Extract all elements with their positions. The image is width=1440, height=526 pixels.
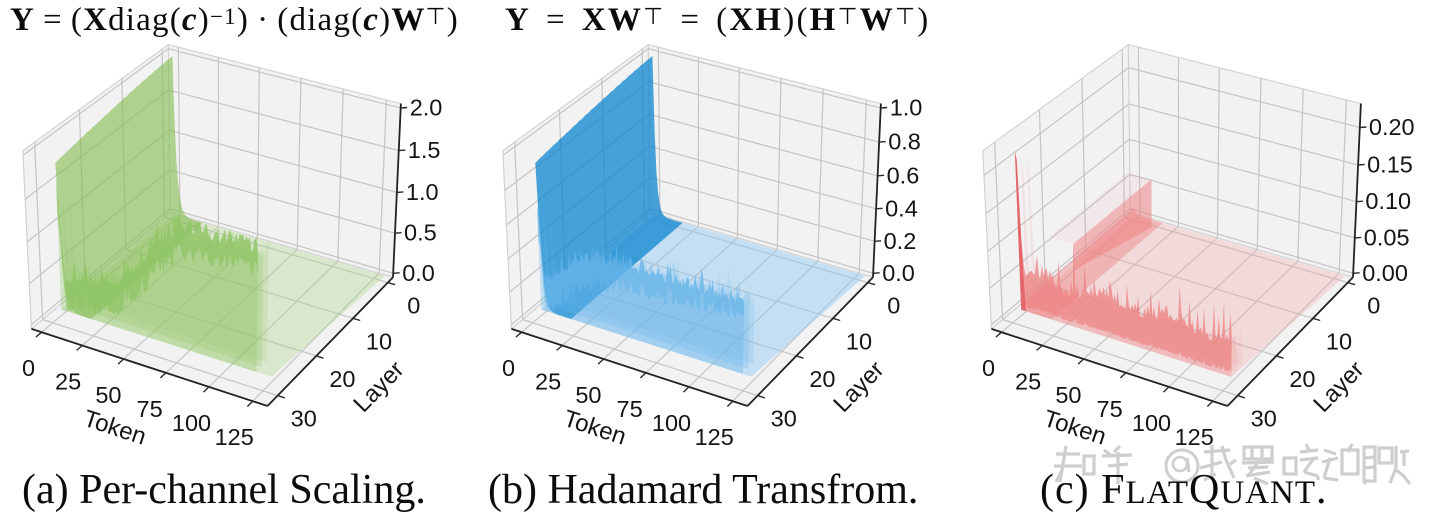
svg-text:0.4: 0.4 [885,195,918,221]
svg-text:20: 20 [1289,366,1315,392]
svg-text:50: 50 [575,382,601,408]
svg-text:30: 30 [771,406,797,432]
svg-text:10: 10 [366,328,392,354]
svg-text:2.0: 2.0 [410,95,443,121]
svg-text:50: 50 [1055,382,1081,408]
svg-text:0.20: 0.20 [1369,114,1415,140]
svg-text:0: 0 [22,355,35,381]
svg-text:25: 25 [55,369,81,395]
svg-text:0.10: 0.10 [1365,188,1411,214]
svg-text:0.0: 0.0 [402,260,435,286]
svg-text:Layer: Layer [1308,356,1369,418]
svg-text:Layer: Layer [828,356,889,418]
svg-text:1.5: 1.5 [408,137,441,163]
svg-text:30: 30 [291,406,317,432]
svg-text:10: 10 [1326,328,1352,354]
svg-text:20: 20 [809,366,835,392]
svg-text:Layer: Layer [348,356,409,418]
svg-text:0.8: 0.8 [888,129,921,155]
svg-text:125: 125 [215,424,254,450]
svg-text:25: 25 [535,369,561,395]
svg-text:75: 75 [617,396,643,422]
svg-text:75: 75 [137,396,163,422]
svg-text:0: 0 [407,293,420,319]
svg-text:30: 30 [1251,406,1277,432]
svg-text:0: 0 [887,293,900,319]
svg-text:75: 75 [1097,396,1123,422]
svg-text:125: 125 [1175,424,1214,450]
svg-text:0.15: 0.15 [1367,152,1413,178]
svg-text:1.0: 1.0 [890,95,923,121]
svg-text:0: 0 [502,355,515,381]
svg-text:100: 100 [1132,410,1171,436]
svg-text:125: 125 [695,424,734,450]
svg-text:0.5: 0.5 [404,220,437,246]
svg-text:20: 20 [329,366,355,392]
svg-text:0: 0 [982,355,995,381]
svg-text:10: 10 [846,328,872,354]
svg-text:0.2: 0.2 [884,228,917,254]
svg-text:1.0: 1.0 [406,179,439,205]
svg-text:50: 50 [95,382,121,408]
svg-text:0.05: 0.05 [1364,224,1410,250]
svg-text:100: 100 [172,410,211,436]
svg-text:0.0: 0.0 [882,260,915,286]
svg-text:25: 25 [1015,369,1041,395]
svg-text:0.00: 0.00 [1362,260,1408,286]
svg-text:100: 100 [652,410,691,436]
svg-text:0.6: 0.6 [887,162,920,188]
svg-text:0: 0 [1367,293,1380,319]
